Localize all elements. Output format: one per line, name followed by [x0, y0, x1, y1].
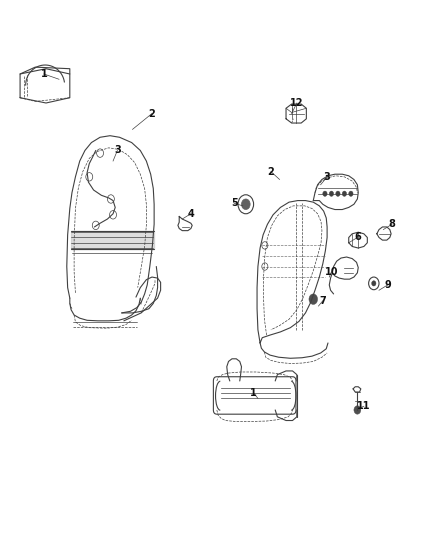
Text: 6: 6 [354, 232, 361, 243]
Circle shape [372, 281, 376, 286]
Text: 2: 2 [268, 166, 274, 176]
Circle shape [354, 406, 361, 414]
Text: 10: 10 [325, 267, 338, 277]
Circle shape [329, 191, 334, 196]
Text: 3: 3 [324, 172, 331, 182]
Circle shape [323, 191, 327, 196]
Circle shape [349, 191, 353, 196]
Text: 5: 5 [231, 198, 237, 208]
Text: 1: 1 [250, 388, 257, 398]
Circle shape [241, 199, 250, 209]
Text: 8: 8 [389, 219, 396, 229]
Text: 12: 12 [290, 98, 304, 108]
Circle shape [342, 191, 346, 196]
Text: 9: 9 [384, 280, 391, 290]
Text: 1: 1 [40, 69, 47, 79]
Text: 4: 4 [187, 209, 194, 219]
Text: 11: 11 [357, 401, 371, 411]
Text: 7: 7 [319, 296, 326, 306]
Circle shape [336, 191, 340, 196]
Text: 2: 2 [148, 109, 155, 118]
Text: 3: 3 [114, 146, 121, 156]
Circle shape [309, 294, 318, 304]
